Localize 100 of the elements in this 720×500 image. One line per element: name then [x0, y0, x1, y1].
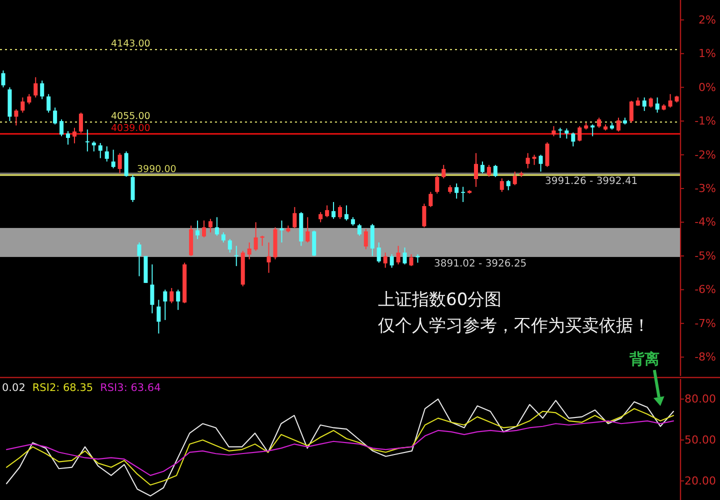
candlestick	[344, 204, 348, 222]
candlestick	[85, 128, 90, 152]
candlestick	[280, 220, 284, 243]
candlestick	[34, 76, 38, 98]
candlestick	[474, 152, 478, 188]
candlestick	[20, 96, 25, 114]
candlestick	[78, 112, 83, 134]
annotation: 4143.00	[111, 38, 150, 50]
text: 0.02	[2, 382, 26, 394]
candlestick	[72, 127, 76, 144]
text: RSI3: 63.64	[100, 382, 162, 394]
annotation: 3990.00	[137, 164, 176, 176]
band-label: 3891.02 - 3926.25	[434, 258, 527, 270]
candlestick	[254, 222, 258, 252]
candlestick	[578, 126, 582, 142]
candlestick	[170, 287, 174, 304]
candlestick	[60, 118, 64, 137]
candlestick	[92, 140, 96, 152]
candlestick	[409, 254, 414, 267]
y-tick-label: 2%	[698, 13, 716, 26]
candlestick	[266, 242, 271, 274]
candlestick	[208, 218, 212, 233]
candlestick	[480, 161, 484, 174]
candlestick	[442, 164, 446, 179]
candlestick	[196, 220, 200, 240]
line-series	[6, 398, 674, 496]
candlestick	[214, 216, 219, 236]
y-tick-label: -2%	[694, 148, 716, 162]
candlestick	[202, 220, 206, 238]
candlestick	[648, 96, 653, 108]
candlestick	[176, 289, 180, 310]
candlestick	[370, 223, 374, 256]
candlestick	[390, 254, 394, 268]
y-tick-label: -5%	[694, 249, 716, 262]
candlestick	[383, 252, 388, 268]
line-series	[6, 420, 674, 476]
candlestick	[532, 154, 536, 166]
candlestick	[500, 178, 504, 192]
y-tick-label: -3%	[694, 182, 716, 196]
candlestick	[292, 206, 297, 229]
candlestick	[526, 152, 530, 169]
annotation: 4055.00	[111, 111, 150, 122]
candlestick	[428, 191, 433, 208]
candlestick	[325, 204, 330, 218]
y-tick-label: -4%	[694, 216, 716, 229]
candlestick	[318, 212, 323, 223]
y-tick-label: -6%	[694, 283, 716, 296]
candlestick	[306, 216, 310, 243]
candlestick	[357, 223, 362, 236]
candlestick	[590, 124, 595, 137]
candlestick	[668, 94, 672, 108]
candlestick	[332, 202, 336, 220]
candlestick	[228, 238, 232, 254]
y-tick-label: 20.00	[684, 474, 716, 488]
candlestick	[435, 174, 440, 194]
candlestick	[53, 107, 58, 125]
text: RSI2: 68.35	[32, 382, 94, 394]
y-tick-label: 80.00	[684, 392, 716, 406]
candlestick	[27, 94, 32, 105]
y-tick-label: -7%	[694, 316, 716, 330]
candlestick	[124, 150, 128, 178]
candlestick	[130, 174, 135, 202]
candlestick	[402, 247, 407, 265]
candlestick	[40, 80, 44, 100]
candlestick	[538, 154, 543, 172]
candlestick	[461, 186, 466, 202]
candlestick	[221, 232, 226, 243]
candlestick	[46, 94, 51, 114]
candlestick	[163, 289, 168, 321]
candlestick	[338, 204, 342, 220]
candlestick	[234, 245, 238, 267]
candlestick	[629, 100, 634, 124]
candlestick	[137, 242, 142, 277]
candlestick	[564, 128, 569, 140]
candlestick	[512, 171, 517, 186]
candlestick	[642, 96, 646, 112]
candlestick	[376, 242, 381, 264]
candlestick	[364, 228, 368, 250]
y-tick-label: 50.00	[684, 434, 716, 446]
candlestick	[14, 108, 18, 126]
y-tick-label: 0%	[698, 80, 716, 94]
candlestick	[493, 164, 498, 178]
candlestick	[247, 242, 252, 260]
candlestick	[118, 152, 122, 174]
band-label: 3991.26 - 3992.41	[545, 176, 638, 187]
candlestick	[396, 245, 400, 265]
candlestick	[104, 146, 109, 162]
candlestick	[506, 180, 510, 191]
candlestick	[1, 70, 6, 88]
candlestick	[655, 96, 660, 114]
candlestick	[486, 164, 491, 178]
y-tick-label: -8%	[694, 350, 716, 364]
candlestick	[597, 117, 602, 128]
candlestick	[111, 149, 116, 169]
annotation: 仅个人学习参考，不作为买卖依据！	[378, 316, 650, 336]
candlestick	[552, 126, 556, 137]
candlestick	[422, 203, 426, 228]
candlestick	[156, 299, 161, 334]
candlestick	[98, 142, 102, 159]
candlestick	[66, 130, 70, 146]
